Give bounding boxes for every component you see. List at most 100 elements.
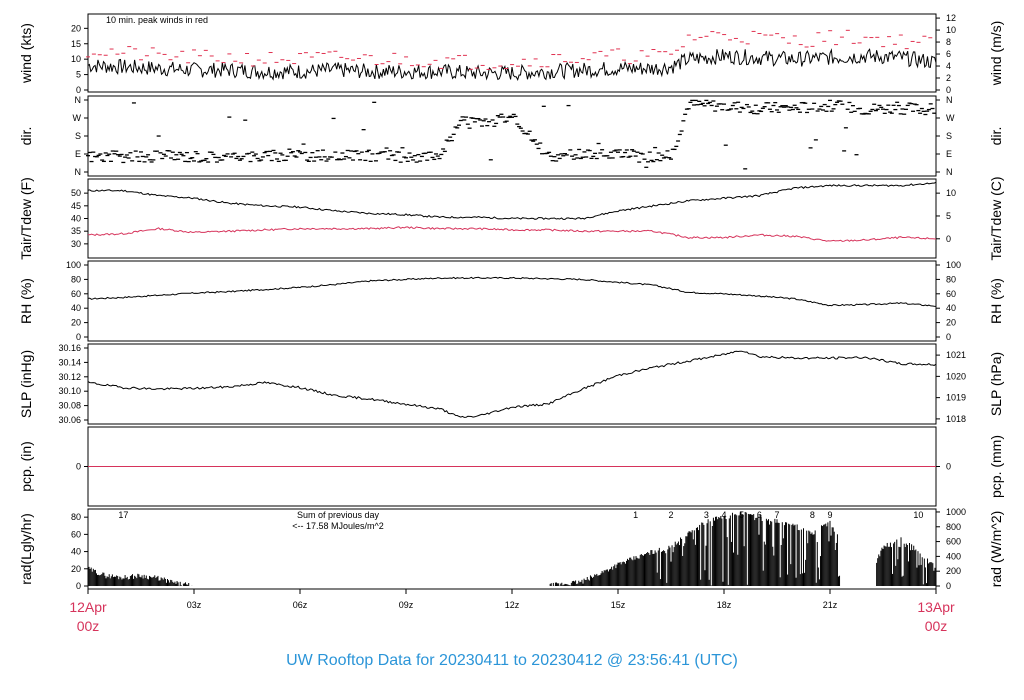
left-tick-label: 30 xyxy=(71,239,81,249)
panel-wind: wind (kts) wind (m/s) 0 5 10 15 20 0 2 4 6 8 10 12 10 … xyxy=(18,13,1004,95)
right-tick-label: N xyxy=(946,95,953,105)
series-peak-winds xyxy=(86,29,933,70)
panel-frame xyxy=(87,260,937,342)
left-tick-label: 0 xyxy=(76,462,81,472)
right-tick-label: 5 xyxy=(946,211,951,221)
left-tick-label: 30.16 xyxy=(58,343,81,353)
right-tick-label: 80 xyxy=(946,274,956,284)
hour-marker: 10 xyxy=(913,510,923,520)
right-tick-label: 400 xyxy=(946,551,961,561)
series-rh xyxy=(87,276,937,307)
right-axis-label: pcp. (mm) xyxy=(988,435,1004,498)
panel-solar-radiation: rad(Lgly/hr) rad (W/m^2)02040608002004006… xyxy=(18,507,1004,591)
x-tick-label: 03z xyxy=(187,600,202,610)
right-tick-label: 200 xyxy=(946,566,961,576)
left-tick-label: 35 xyxy=(71,226,81,236)
left-axis-label: pcp. (in) xyxy=(18,441,34,492)
left-tick-label: E xyxy=(75,149,81,159)
panel-frame xyxy=(87,178,937,259)
panel-frame xyxy=(87,13,937,93)
series-wind-speed xyxy=(87,48,937,82)
right-tick-label: N xyxy=(946,167,953,177)
series-tdew xyxy=(87,226,937,242)
left-tick-label: 45 xyxy=(71,201,81,211)
left-tick-label: 15 xyxy=(71,39,81,49)
left-axis-label: rad(Lgly/hr) xyxy=(18,513,34,585)
left-axis-label: RH (%) xyxy=(18,278,34,324)
left-tick-label: 80 xyxy=(71,274,81,284)
right-tick-label: 0 xyxy=(946,462,951,472)
series-solar-radiation xyxy=(87,511,936,586)
left-tick-label: 20 xyxy=(71,564,81,574)
left-tick-label: 30.10 xyxy=(58,386,81,396)
right-tick-label: 1000 xyxy=(946,507,966,517)
right-tick-label: 800 xyxy=(946,522,961,532)
panels-layer: wind (kts) wind (m/s)0510152002468101210 … xyxy=(18,13,1004,591)
hour-marker: 6 xyxy=(757,510,762,520)
end-time-date: 13Apr xyxy=(917,599,955,615)
left-tick-label: 60 xyxy=(71,529,81,539)
left-tick-label: N xyxy=(75,95,82,105)
left-tick-label: 30.08 xyxy=(58,401,81,411)
left-tick-label: N xyxy=(75,167,82,177)
time-axis: 03z 06z 09z 12z 15z 18z 21z 12Apr 00z 13Apr 00z xyxy=(69,589,955,634)
left-axis-label: SLP (inHg) xyxy=(18,350,34,418)
right-tick-label: 0 xyxy=(946,234,951,244)
panel-sea-level-pressure: SLP (inHg) SLP (hPa) 30.06 30.08 30.10 30.12 3… xyxy=(18,343,1004,425)
x-tick-label: 06z xyxy=(293,600,308,610)
left-tick-label: 50 xyxy=(71,188,81,198)
panel-precipitation: pcp. (in) pcp. (mm) 0 0 xyxy=(18,426,1004,507)
sum-of-previous-day-value: <-- 17.58 MJoules/m^2 xyxy=(292,521,384,531)
x-tick-label: 12z xyxy=(505,600,520,610)
panel-frame xyxy=(87,95,937,177)
right-axis-label: Tair/Tdew (C) xyxy=(988,176,1004,260)
right-tick-label: 40 xyxy=(946,303,956,313)
left-tick-label: 80 xyxy=(71,512,81,522)
x-tick-label: 18z xyxy=(717,600,732,610)
x-tick-label: 21z xyxy=(823,600,838,610)
left-tick-label: W xyxy=(73,113,82,123)
right-axis-label: RH (%) xyxy=(988,278,1004,324)
left-tick-label: 40 xyxy=(71,303,81,313)
left-tick-label: 0 xyxy=(76,581,81,591)
right-tick-label: 12 xyxy=(946,13,956,23)
right-axis-label: SLP (hPa) xyxy=(988,352,1004,416)
left-tick-label: 5 xyxy=(76,70,81,80)
left-tick-label: S xyxy=(75,131,81,141)
right-tick-label: S xyxy=(946,131,952,141)
hour-marker: 5 xyxy=(739,510,744,520)
hour-marker: 1 xyxy=(633,510,638,520)
left-tick-label: 30.12 xyxy=(58,372,81,382)
left-tick-label: 30.06 xyxy=(58,415,81,425)
series-tair xyxy=(87,181,937,220)
left-tick-label: 10 xyxy=(71,54,81,64)
left-tick-label: 60 xyxy=(71,289,81,299)
left-tick-label: 40 xyxy=(71,214,81,224)
start-time-date: 12Apr xyxy=(69,599,107,615)
right-tick-label: 0 xyxy=(946,581,951,591)
right-tick-label: W xyxy=(946,113,955,123)
hour-marker: 8 xyxy=(810,510,815,520)
right-axis-label: rad (W/m^2) xyxy=(988,511,1004,588)
right-tick-label: 1019 xyxy=(946,393,966,403)
left-axis-label: dir. xyxy=(18,127,34,146)
right-tick-label: E xyxy=(946,149,952,159)
right-tick-label: 1020 xyxy=(946,371,966,381)
right-axis-label: dir. xyxy=(988,127,1004,146)
right-tick-label: 1021 xyxy=(946,350,966,360)
hour-marker: 3 xyxy=(704,510,709,520)
left-tick-label: 30.14 xyxy=(58,357,81,367)
x-tick-label: 09z xyxy=(399,600,414,610)
right-tick-label: 0 xyxy=(946,85,951,95)
chart-title: UW Rooftop Data for 20230411 to 20230412… xyxy=(286,652,738,669)
left-tick-label: 20 xyxy=(71,318,81,328)
panel-relative-humidity: RH (%) RH (%) 0 20 40 60 80 100 0 20 40 60 80 100 xyxy=(18,260,1004,342)
panel-temperature: Tair/Tdew (F) Tair/Tdew (C) 30 35 40 45 50 0 5 10 xyxy=(18,176,1004,260)
left-tick-label: 20 xyxy=(71,23,81,33)
right-tick-label: 60 xyxy=(946,289,956,299)
peak-wind-annotation: 10 min. peak winds in red xyxy=(106,15,208,25)
hour-marker: 7 xyxy=(774,510,779,520)
right-tick-label: 2 xyxy=(946,73,951,83)
right-tick-label: 4 xyxy=(946,61,951,71)
